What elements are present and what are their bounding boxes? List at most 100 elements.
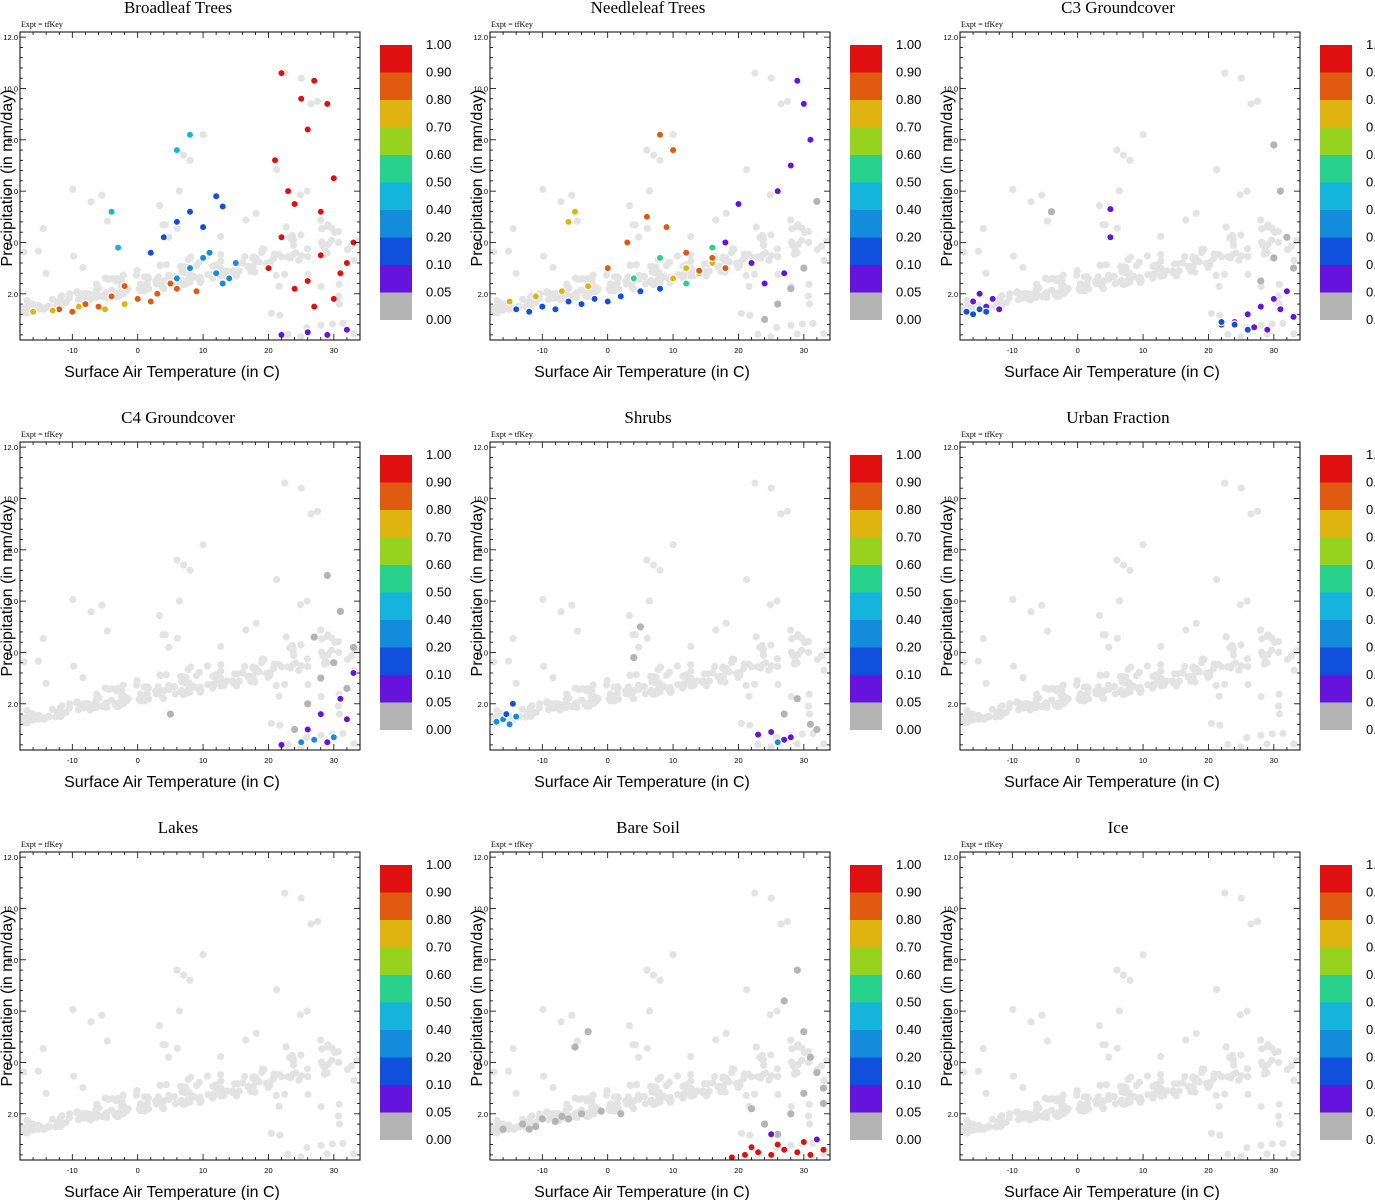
x-tick-label: 30 (330, 756, 338, 765)
background-point (1019, 264, 1027, 272)
background-point (787, 216, 795, 224)
background-point (173, 634, 181, 642)
data-point (304, 700, 312, 708)
background-point (1093, 1098, 1101, 1106)
background-point (1120, 673, 1128, 681)
background-point (557, 198, 565, 206)
data-point (819, 1084, 828, 1092)
background-point (1095, 1022, 1104, 1030)
x-tick-label: 0 (1076, 346, 1080, 355)
background-point (317, 283, 325, 291)
background-point (267, 719, 275, 727)
background-point (592, 287, 601, 295)
background-point (1178, 1079, 1187, 1087)
background-point (1257, 1141, 1265, 1149)
background-point (118, 687, 126, 695)
background-point (767, 1072, 776, 1080)
y-tick-label: 4.0 (8, 238, 18, 247)
background-point (69, 1005, 77, 1014)
background-point (568, 703, 577, 711)
colorbar-label: 1.00 (426, 37, 451, 52)
background-point (767, 484, 775, 492)
data-point (330, 659, 338, 667)
background-point (115, 292, 123, 300)
background-point (95, 1104, 103, 1112)
background-point (87, 701, 95, 709)
data-point (760, 279, 769, 288)
background-point (180, 690, 188, 699)
background-point (43, 713, 52, 721)
data-point (629, 274, 639, 283)
background-point (252, 619, 260, 627)
background-point (292, 249, 300, 257)
background-point (318, 225, 326, 233)
background-point (662, 262, 671, 270)
background-point (1102, 1081, 1110, 1089)
background-point (588, 1097, 596, 1105)
colorbar-swatch (380, 482, 412, 510)
colorbar-swatch (850, 482, 882, 510)
background-point (650, 1083, 658, 1091)
background-point (141, 283, 150, 291)
background-point (170, 683, 178, 691)
background-point (963, 1117, 971, 1125)
background-point (144, 683, 152, 691)
background-point (1169, 677, 1177, 685)
background-point (1120, 1100, 1128, 1109)
colorbar-label: 1.00 (1366, 857, 1375, 872)
background-point (657, 663, 665, 671)
data-point (343, 684, 351, 693)
background-point (789, 241, 797, 249)
data-point (773, 186, 782, 196)
background-point (350, 1150, 358, 1158)
data-point (813, 1069, 821, 1077)
background-point (643, 1044, 651, 1052)
data-point (1106, 204, 1115, 214)
background-point (635, 1091, 643, 1099)
background-point (1237, 1072, 1246, 1080)
background-point (287, 1074, 295, 1082)
background-point (66, 290, 74, 298)
background-point (1253, 917, 1262, 925)
background-point (69, 185, 77, 193)
background-point (1110, 273, 1118, 281)
background-point (982, 269, 990, 277)
colorbar-label: 0.20 (426, 230, 451, 245)
colorbar-label: 1.00 (896, 857, 921, 872)
background-point (540, 1072, 548, 1080)
background-point (543, 698, 551, 706)
background-point (347, 1062, 356, 1070)
background-point (712, 626, 720, 634)
x-tick-label: 20 (734, 1166, 742, 1175)
data-point (153, 289, 162, 298)
background-point (960, 658, 968, 666)
background-point (1019, 1114, 1027, 1122)
background-point (223, 267, 231, 275)
background-point (1027, 1018, 1035, 1026)
background-point (1058, 687, 1066, 695)
background-point (1222, 633, 1230, 641)
background-point (1290, 666, 1298, 675)
data-point (231, 258, 240, 268)
background-point (774, 253, 782, 261)
background-point (767, 333, 775, 340)
data-point (1283, 233, 1291, 241)
colorbar-label: 0.05 (1366, 285, 1375, 300)
background-point (589, 1091, 597, 1099)
background-point (798, 646, 806, 654)
background-point (1136, 683, 1144, 691)
background-point (1207, 309, 1215, 317)
background-point (767, 894, 775, 902)
background-point (1279, 729, 1287, 738)
colorbar-swatch (850, 920, 882, 948)
background-point (1019, 704, 1027, 712)
data-point (316, 709, 325, 719)
background-point (192, 1082, 201, 1090)
background-point (318, 1045, 326, 1053)
colorbar-label: 0.50 (426, 995, 451, 1010)
background-point (491, 304, 499, 312)
background-point (307, 920, 315, 928)
background-point (705, 267, 713, 275)
colorbar-swatch (380, 155, 412, 183)
